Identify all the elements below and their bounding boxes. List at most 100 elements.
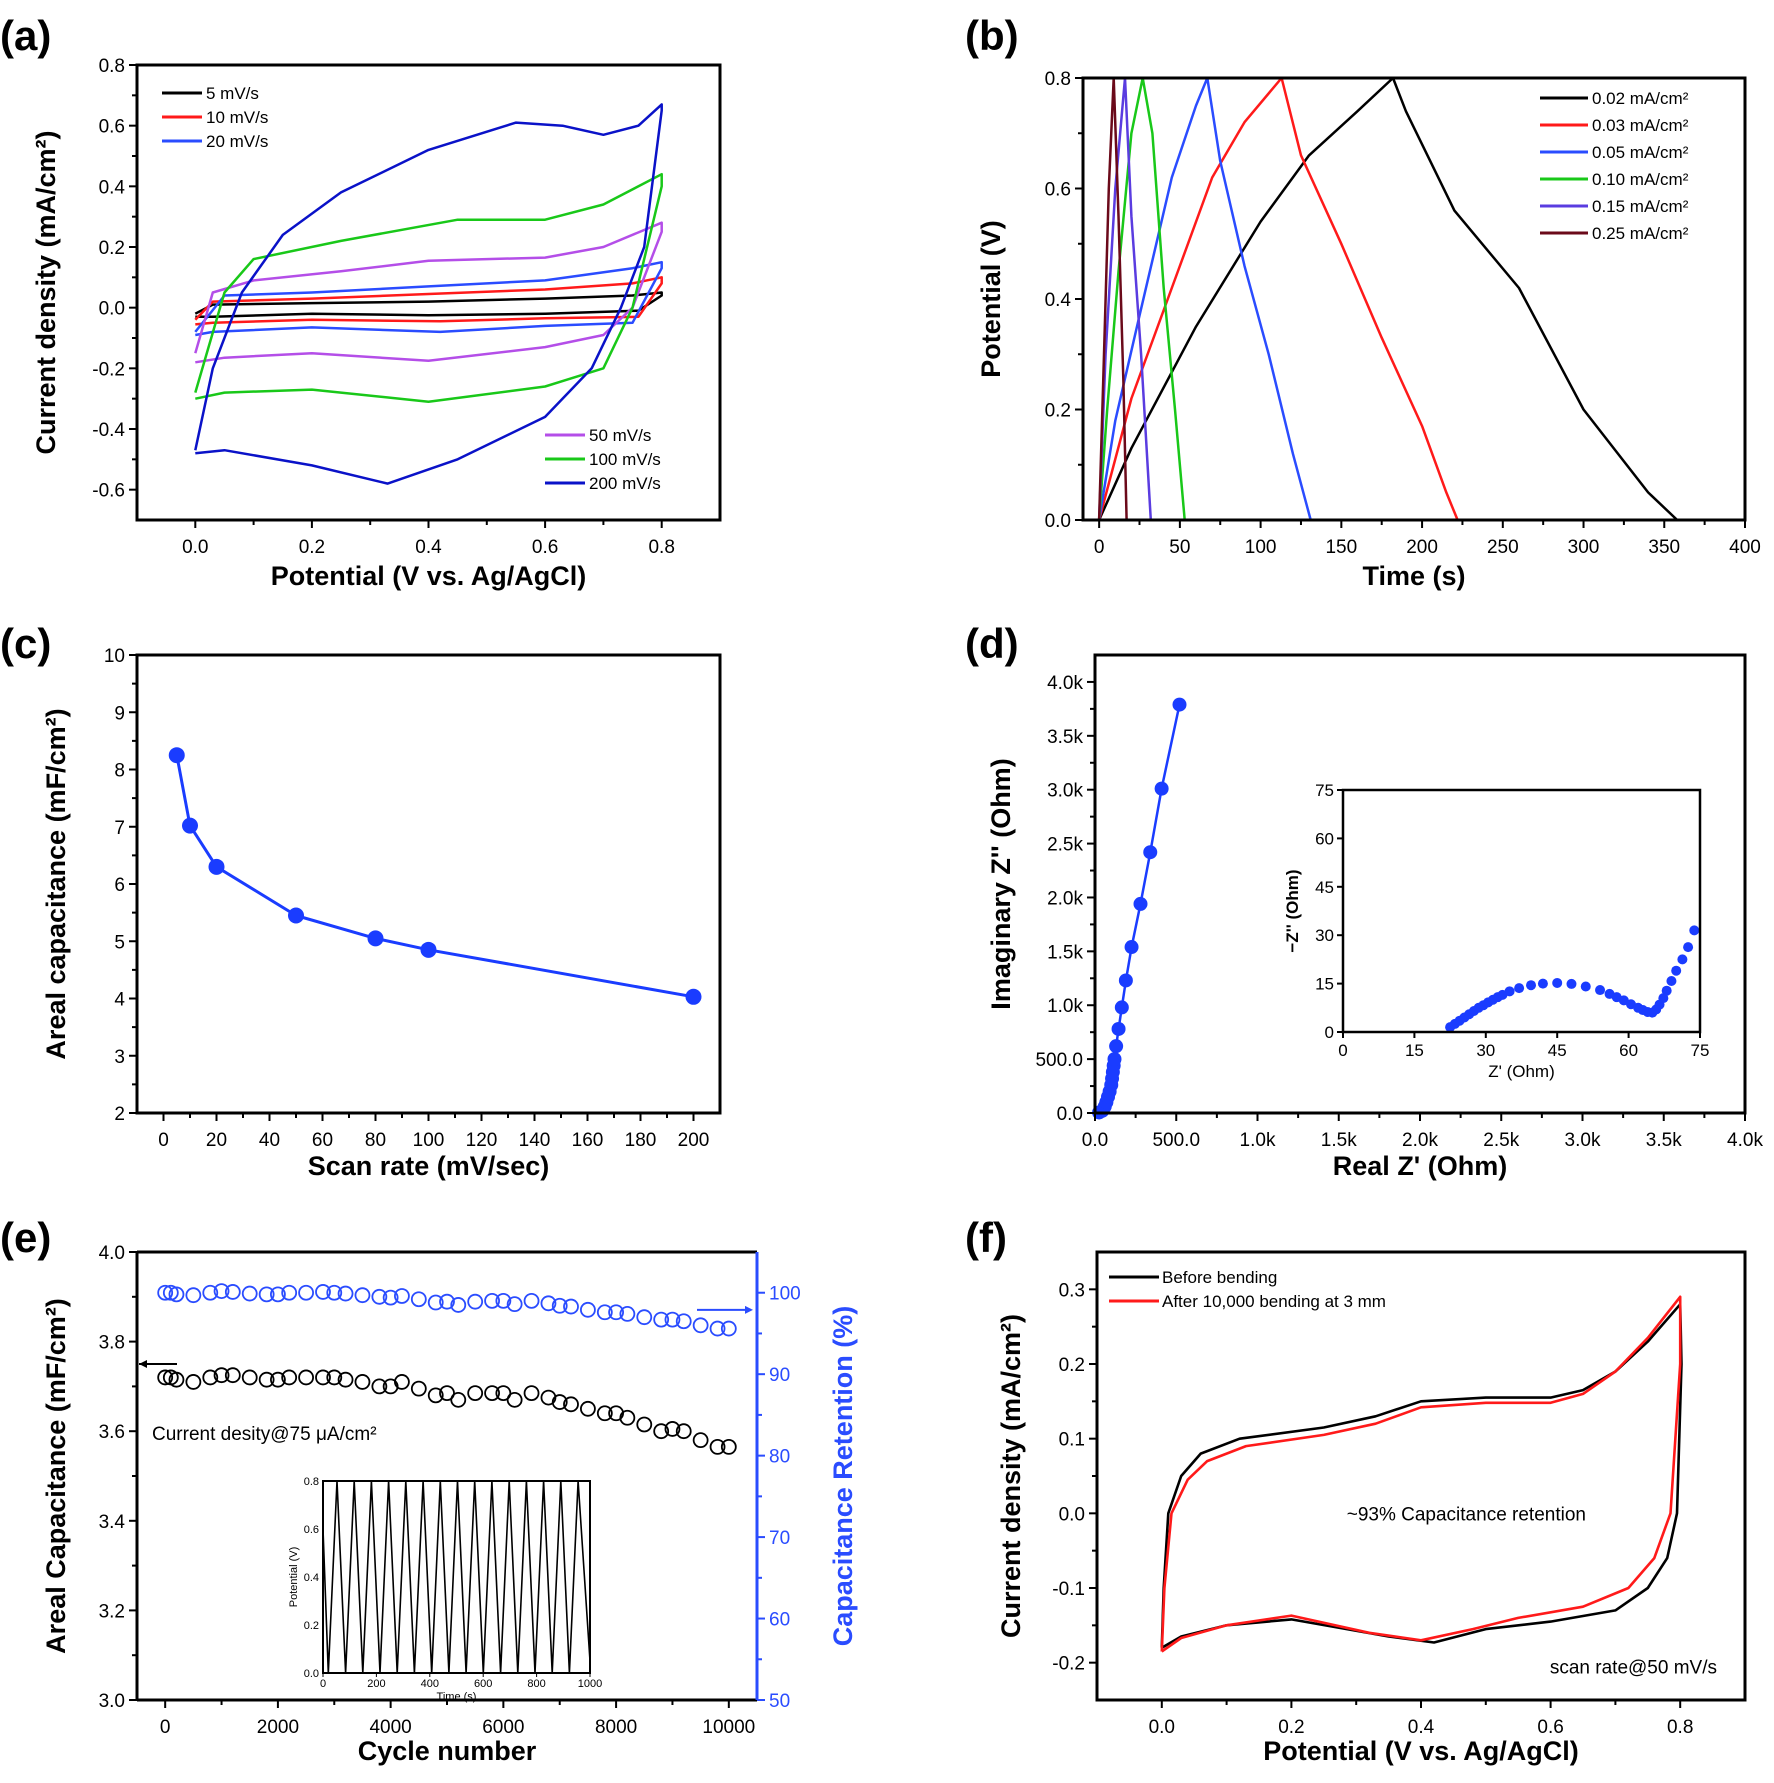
legend-label: 20 mV/s bbox=[206, 132, 268, 151]
inset-y-tick-label: 0 bbox=[1325, 1023, 1334, 1042]
legend-label: 0.03 mA/cm² bbox=[1592, 116, 1689, 135]
capacitance-marker bbox=[281, 1369, 298, 1386]
retention-marker bbox=[709, 1320, 726, 1337]
panel-label: (b) bbox=[965, 12, 1019, 59]
panel-a: 0.0 0.2 0.4 0.6 0.8 -0.6 -0.4 -0.2 0.0 0.2 0.4 0.6 0… bbox=[0, 12, 722, 591]
retention-marker bbox=[675, 1313, 692, 1330]
y2-tick-label: 80 bbox=[769, 1447, 790, 1468]
retention-marker bbox=[619, 1306, 636, 1322]
inset-data-point bbox=[1537, 978, 1548, 989]
retention-marker bbox=[495, 1292, 512, 1309]
inset-x-axis-label: Z' (Ohm) bbox=[1488, 1062, 1555, 1081]
retention-marker bbox=[354, 1287, 371, 1304]
inset-x-tick-label: 800 bbox=[527, 1678, 545, 1690]
x-tick-label: 0 bbox=[1094, 537, 1105, 558]
retention-marker bbox=[692, 1317, 709, 1334]
inset-data-point bbox=[1689, 925, 1700, 936]
y2-tick-label: 50 bbox=[769, 1691, 790, 1712]
data-point bbox=[1143, 845, 1158, 860]
retention-marker bbox=[394, 1288, 410, 1304]
retention-marker bbox=[467, 1293, 484, 1310]
x-tick-label: 0.6 bbox=[532, 537, 558, 558]
x-tick-label: 3.5k bbox=[1646, 1130, 1682, 1151]
inset-data-point bbox=[1514, 983, 1525, 994]
capacitance-marker bbox=[506, 1391, 523, 1408]
y-tick-label: 0.1 bbox=[1059, 1430, 1085, 1451]
capacitance-marker bbox=[720, 1438, 737, 1455]
inset-nyquist: 0 15 30 45 60 75 0 15 30 45 60 75 Z' (Ohm) −Z'' (Ohm) bbox=[1283, 781, 1709, 1081]
legend-label: After 10,000 bending at 3 mm bbox=[1162, 1292, 1386, 1311]
retention-marker bbox=[506, 1296, 523, 1313]
capacitance-marker bbox=[410, 1380, 427, 1397]
x-tick-label: 1.5k bbox=[1321, 1130, 1357, 1151]
y-tick-label: 0.0 bbox=[1059, 1504, 1085, 1525]
y-tick-label: -0.6 bbox=[92, 481, 125, 502]
retention-marker bbox=[382, 1289, 399, 1306]
capacitance-marker bbox=[157, 1369, 174, 1386]
retention-marker bbox=[596, 1304, 613, 1321]
y-tick-label: 6 bbox=[114, 875, 125, 896]
legend-label: 0.10 mA/cm² bbox=[1592, 170, 1689, 189]
retention-marker bbox=[213, 1283, 230, 1299]
capacitance-marker bbox=[337, 1371, 354, 1388]
x-axis-label: Real Z' (Ohm) bbox=[1333, 1151, 1507, 1181]
retention-marker bbox=[337, 1285, 354, 1302]
capacitance-marker bbox=[636, 1416, 653, 1433]
inset-y-tick-label: 60 bbox=[1315, 829, 1334, 848]
capacitance-marker bbox=[394, 1374, 410, 1390]
capacitance-marker bbox=[664, 1421, 681, 1437]
arrow-head-icon bbox=[745, 1305, 753, 1314]
x-tick-label: 50 bbox=[1169, 537, 1190, 558]
x-tick-label: 10000 bbox=[702, 1717, 755, 1738]
y2-tick-label: 100 bbox=[769, 1284, 801, 1305]
inset-y-tick-label: 75 bbox=[1315, 781, 1334, 800]
inset-x-tick-label: 600 bbox=[474, 1678, 492, 1690]
x-tick-label: 2.0k bbox=[1402, 1130, 1438, 1151]
y-tick-label: 0.3 bbox=[1059, 1280, 1085, 1301]
x-tick-label: 0.8 bbox=[1667, 1717, 1693, 1738]
inset-data-point bbox=[1671, 965, 1682, 976]
inset-gcd: 0 200 400 600 800 1000 0.0 0.2 0.4 0.6 0.8 Time (s)… bbox=[288, 1476, 602, 1703]
capacitance-marker bbox=[298, 1369, 314, 1386]
y2-tick-label: 60 bbox=[769, 1610, 790, 1631]
capacitance-marker bbox=[596, 1405, 613, 1422]
y-tick-label: 3.8 bbox=[99, 1333, 125, 1354]
legend-label: 0.15 mA/cm² bbox=[1592, 197, 1689, 216]
legend-label: 5 mV/s bbox=[206, 84, 259, 103]
data-point bbox=[367, 930, 384, 947]
panel-label: (a) bbox=[0, 12, 51, 59]
x-tick-label: 4.0k bbox=[1727, 1130, 1763, 1151]
data-point bbox=[1154, 781, 1169, 796]
data-point bbox=[168, 747, 185, 764]
x-tick-label: 500.0 bbox=[1152, 1130, 1200, 1151]
retention-marker bbox=[580, 1301, 596, 1318]
y-tick-label: 2.0k bbox=[1047, 888, 1083, 909]
inset-y-axis-label: −Z'' (Ohm) bbox=[1283, 869, 1302, 952]
inset-x-axis-label: Time (s) bbox=[437, 1691, 477, 1703]
capacitance-marker bbox=[371, 1378, 388, 1395]
y2-axis-label: Capacitance Retention (%) bbox=[828, 1306, 858, 1647]
inset-gcd-curve bbox=[322, 1480, 591, 1674]
y-axis-label: Potential (V) bbox=[976, 220, 1006, 378]
data-point bbox=[1109, 1039, 1124, 1054]
capacitance-marker bbox=[495, 1385, 512, 1402]
x-tick-label: 0.0 bbox=[182, 537, 208, 558]
data-point bbox=[182, 817, 198, 834]
retention-marker bbox=[551, 1297, 568, 1314]
x-tick-label: 140 bbox=[519, 1130, 551, 1151]
x-tick-label: 180 bbox=[625, 1130, 657, 1151]
data-point bbox=[1118, 973, 1133, 988]
panel-label: (e) bbox=[0, 1214, 51, 1261]
y-tick-label: 3.6 bbox=[99, 1422, 125, 1443]
inset-x-tick-label: 400 bbox=[421, 1678, 439, 1690]
retention-marker bbox=[450, 1297, 467, 1313]
capacitance-marker bbox=[450, 1391, 467, 1408]
x-tick-label: 0.4 bbox=[415, 537, 442, 558]
cv-curve bbox=[1160, 1303, 1683, 1649]
y-tick-label: 0.2 bbox=[1045, 401, 1071, 422]
retention-marker bbox=[157, 1284, 174, 1301]
panel-label: (d) bbox=[965, 620, 1019, 667]
capacitance-marker bbox=[523, 1385, 540, 1402]
x-tick-label: 100 bbox=[413, 1130, 445, 1151]
y-tick-label: 1.0k bbox=[1047, 996, 1083, 1017]
